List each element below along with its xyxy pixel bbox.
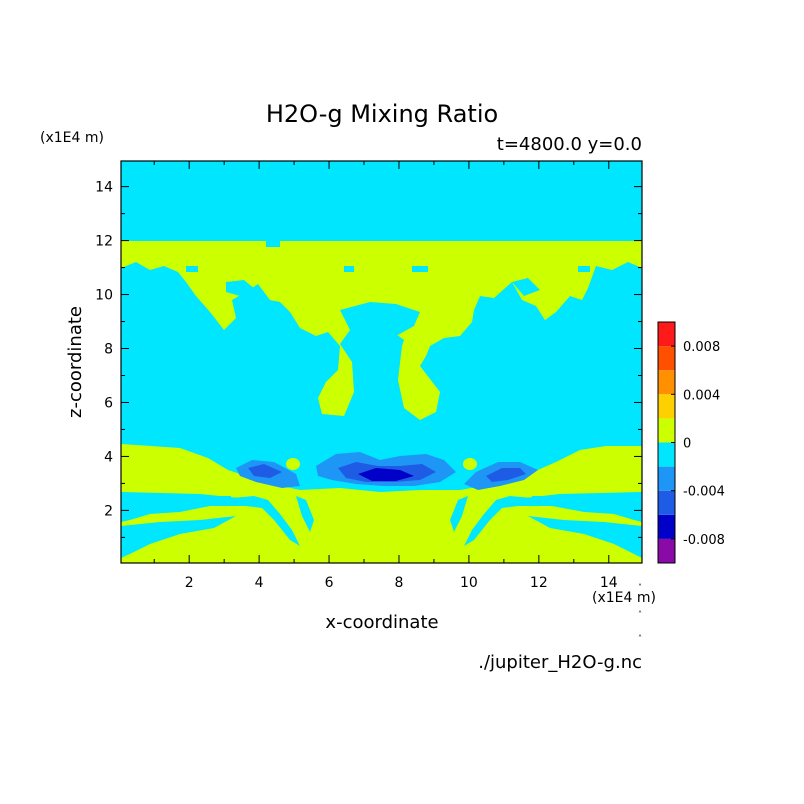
colorbar: 0.008 0.004 0 -0.004 -0.008 bbox=[657, 321, 725, 564]
colorbar-swatch bbox=[658, 346, 675, 371]
footer-mark-3: ˄ bbox=[638, 634, 642, 643]
x-tick-label: 10 bbox=[460, 575, 478, 591]
upper-cyan-slit-2 bbox=[266, 241, 280, 247]
upper-cyan-notch-right bbox=[512, 278, 540, 296]
lower-cyan-strands-left bbox=[232, 496, 300, 546]
lower-cyan-wedge-right bbox=[528, 516, 642, 558]
colorbar-swatch bbox=[658, 514, 675, 539]
y-axis-label: z-coordinate bbox=[65, 306, 86, 418]
y-tick-label: 8 bbox=[104, 342, 113, 358]
lower-cyan-bar-left bbox=[121, 496, 231, 499]
colorbar-tick-label: 0.004 bbox=[683, 388, 720, 403]
lower-cyan-bar-right bbox=[532, 496, 642, 499]
upper-cyan-slit-5 bbox=[578, 266, 590, 272]
colorbar-swatch bbox=[658, 370, 675, 395]
plot-frame bbox=[120, 160, 643, 564]
footer-filename: ./jupiter_H2O-g.nc bbox=[478, 652, 642, 673]
colorbar-swatch bbox=[658, 418, 675, 443]
y-tick-label: 2 bbox=[104, 503, 113, 519]
y-tick-label: 6 bbox=[104, 395, 113, 411]
colorbar-tick-label: 0.008 bbox=[683, 340, 720, 355]
minimum-left-inner bbox=[248, 464, 282, 478]
chart-subtitle: t=4800.0 y=0.0 bbox=[497, 134, 642, 155]
footer-mark-1: ˄ bbox=[638, 583, 642, 592]
upper-cyan-notch-left bbox=[226, 280, 256, 296]
x-tick-label: 12 bbox=[530, 575, 548, 591]
minimum-center-core bbox=[358, 468, 414, 481]
y-tick-label: 4 bbox=[104, 449, 113, 465]
x-tick-label: 8 bbox=[395, 575, 404, 591]
lower-cyan-thin-left bbox=[296, 496, 314, 532]
footer-mark-2: ˄ bbox=[638, 610, 642, 619]
upper-cyan-pocket-right bbox=[488, 298, 528, 336]
positive-dot-left bbox=[286, 458, 300, 470]
chart-title: H2O-g Mixing Ratio bbox=[266, 100, 498, 128]
colorbar-tick-label: 0 bbox=[683, 437, 691, 452]
colorbar-swatch bbox=[658, 490, 675, 515]
y-unit-label: (x1E4 m) bbox=[40, 130, 104, 146]
upper-cyan-slit-4 bbox=[412, 266, 428, 272]
colorbar-swatch bbox=[658, 442, 675, 467]
colorbar-swatch bbox=[658, 538, 675, 563]
positive-dot-right bbox=[463, 458, 477, 470]
x-tick-label: 6 bbox=[325, 575, 334, 591]
minimum-right-inner bbox=[486, 468, 526, 482]
colorbar-tick-label: -0.004 bbox=[683, 485, 725, 500]
axes: 2 4 6 8 10 12 14 2 4 6 8 10 12 14 bbox=[95, 161, 642, 591]
upper-cyan-neck bbox=[340, 302, 420, 338]
colorbar-swatch bbox=[658, 466, 675, 491]
upper-cyan-slit-1 bbox=[186, 266, 198, 272]
x-unit-label: (x1E4 m) bbox=[592, 590, 656, 606]
x-tick-label: 14 bbox=[600, 575, 618, 591]
y-tick-label: 12 bbox=[95, 234, 113, 250]
lower-cyan-thin-right bbox=[450, 496, 468, 532]
colorbar-tick-label: -0.008 bbox=[683, 533, 725, 548]
colorbar-swatch bbox=[658, 322, 675, 347]
x-tick-label: 2 bbox=[185, 575, 194, 591]
lower-positive-band bbox=[121, 444, 642, 563]
lower-cyan-streak-right bbox=[514, 492, 642, 522]
upper-cyan-slit-3 bbox=[344, 266, 354, 272]
y-tick-label: 10 bbox=[95, 288, 113, 304]
x-axis-label: x-coordinate bbox=[325, 612, 438, 633]
upper-positive-band bbox=[121, 241, 642, 420]
upper-cyan-pocket-left bbox=[236, 296, 276, 334]
contour-field bbox=[121, 161, 642, 563]
colorbar-swatch bbox=[658, 394, 675, 419]
lower-cyan-streak-left bbox=[121, 492, 250, 522]
x-tick-label: 4 bbox=[255, 575, 264, 591]
lower-cyan-strands-right bbox=[464, 496, 532, 546]
y-tick-label: 14 bbox=[95, 180, 113, 196]
lower-cyan-wedge-left bbox=[121, 516, 236, 558]
